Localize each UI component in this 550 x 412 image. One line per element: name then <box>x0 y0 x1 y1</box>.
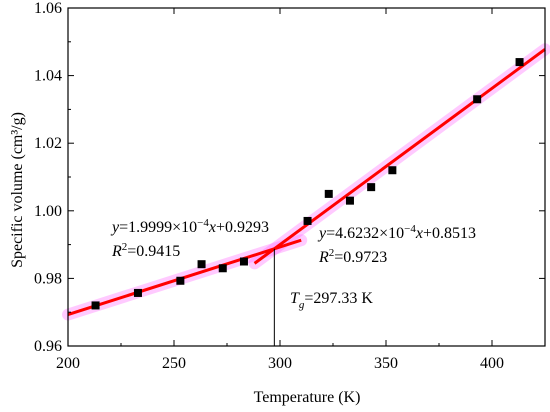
y-tick-label: 1.04 <box>34 68 62 85</box>
x-axis-ticks: 200 250 300 350 400 <box>56 8 504 372</box>
equation-1: y=1.9999×10−4x+0.9293 <box>110 217 269 236</box>
x-tick-label: 300 <box>268 355 292 372</box>
x-tick-label: 400 <box>480 355 504 372</box>
data-point <box>303 216 312 225</box>
data-point <box>239 257 248 266</box>
data-point <box>515 58 524 67</box>
data-point <box>218 264 227 273</box>
fit-line-2 <box>253 48 546 265</box>
data-point <box>176 276 185 285</box>
y-tick-label: 0.96 <box>34 338 62 355</box>
y-tick-label: 0.98 <box>34 270 62 287</box>
data-point <box>324 189 333 198</box>
x-tick-label: 350 <box>374 355 398 372</box>
equation-2: y=4.6232×10−4x+0.8513 <box>317 223 476 242</box>
x-tick-label: 200 <box>56 355 80 372</box>
y-axis-ticks: 0.96 0.98 1.00 1.02 1.04 1.06 <box>34 0 545 355</box>
fit-line-1 <box>67 238 302 317</box>
data-points-layer <box>91 58 524 310</box>
y-tick-label: 1.06 <box>34 0 62 17</box>
data-point <box>345 196 354 205</box>
data-point <box>388 166 397 175</box>
r-squared-2: R2=0.9723 <box>318 247 387 266</box>
r-squared-1: R2=0.9415 <box>111 241 180 260</box>
x-tick-label: 250 <box>162 355 186 372</box>
data-point <box>133 288 142 297</box>
y-tick-label: 1.02 <box>34 135 62 152</box>
x-axis-title: Temperature (K) <box>254 389 361 406</box>
y-axis-title: Specific volume (cm³/g) <box>9 112 26 268</box>
data-point <box>197 260 206 269</box>
fit-lines-layer <box>67 48 546 317</box>
data-point <box>91 301 100 310</box>
y-tick-label: 1.00 <box>34 203 62 220</box>
data-point <box>473 95 482 104</box>
data-point <box>367 183 376 192</box>
tg-label: Tg=297.33 K <box>290 290 373 311</box>
fit-band-layer <box>62 43 550 321</box>
